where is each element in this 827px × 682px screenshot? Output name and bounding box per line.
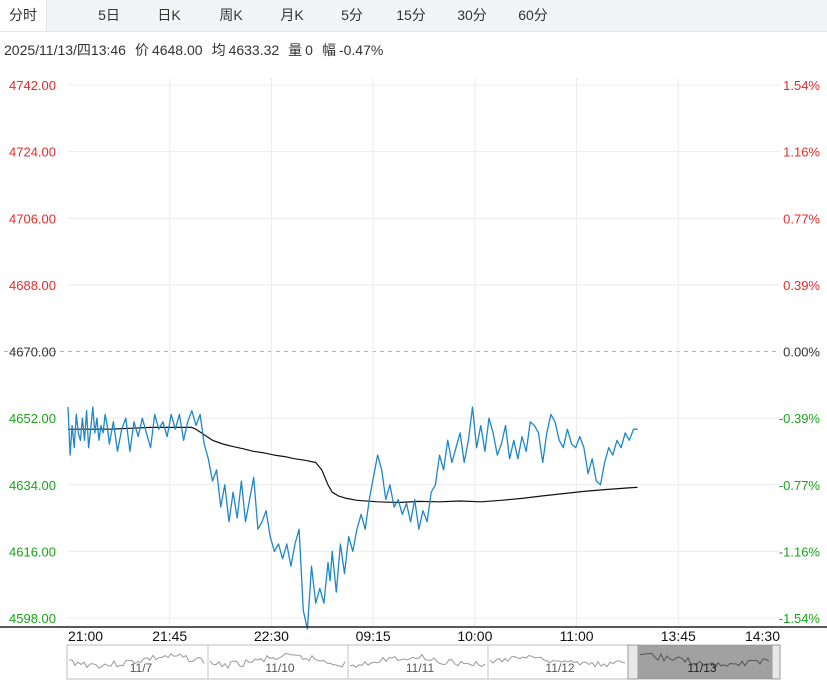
tab-intraday[interactable]: 分时: [0, 0, 47, 31]
x-tick-label: 14:30: [745, 628, 780, 644]
info-change: -0.47%: [338, 42, 384, 58]
tab-5day[interactable]: 5日: [98, 7, 120, 23]
info-price: 4648.00: [151, 42, 203, 58]
y-tick-label: 4634.00: [9, 478, 56, 493]
quote-info-bar: 2025/11/13/四13:46 价 4648.00 均 4633.32 量 0 幅 -0.4…: [4, 39, 386, 61]
info-change-label: 幅: [321, 42, 336, 58]
tab-15min[interactable]: 15分: [396, 7, 426, 23]
tab-monthly-k[interactable]: 月K: [280, 7, 304, 23]
navigator-trend-line: [489, 654, 626, 668]
x-tick-label: 09:15: [356, 628, 391, 644]
pct-tick-label: 1.54%: [783, 78, 820, 93]
navigator-trend-line: [639, 652, 770, 670]
y-tick-label: 4724.00: [9, 145, 56, 160]
pct-tick-label: -0.39%: [779, 411, 821, 426]
tab-60min[interactable]: 60分: [518, 7, 548, 23]
y-tick-label: 4652.00: [9, 411, 56, 426]
navigator-date-label: 11/7: [130, 661, 153, 675]
period-tab-bar: 分时 5日 日K 周K 月K 5分 15分 30分 60分: [0, 0, 827, 32]
pct-tick-label: 0.77%: [783, 211, 820, 226]
x-tick-label: 10:00: [457, 628, 492, 644]
y-tick-label: 4706.00: [9, 211, 56, 226]
info-datetime: 2025/11/13/四13:46: [4, 42, 126, 58]
navigator-date-label: 11/10: [265, 661, 294, 675]
price-line: [67, 406, 638, 630]
pct-tick-label: 1.16%: [783, 145, 820, 160]
info-volume-label: 量: [288, 42, 303, 58]
y-tick-label: 4598.00: [9, 611, 56, 626]
info-avg: 4633.32: [228, 42, 280, 58]
x-tick-label: 21:00: [68, 628, 103, 644]
pct-tick-label: -1.16%: [779, 544, 821, 559]
pct-tick-label: 0.39%: [783, 278, 820, 293]
x-tick-label: 11:00: [560, 628, 594, 644]
y-tick-label: 4616.00: [9, 544, 56, 559]
y-tick-label: 4670.00: [9, 345, 56, 360]
navigator-handle-left: [627, 644, 639, 680]
info-price-label: 价: [134, 42, 149, 58]
navigator-trend-line: [349, 653, 486, 668]
pct-tick-label: -0.77%: [779, 478, 821, 493]
navigator-date-label: 11/11: [406, 661, 435, 675]
y-tick-label: 4742.00: [9, 78, 56, 93]
x-tick-label: 22:30: [254, 628, 289, 644]
tab-daily-k[interactable]: 日K: [157, 7, 181, 23]
navigator-handle-right: [771, 644, 781, 680]
pct-tick-label: 0.00%: [783, 345, 820, 360]
tab-weekly-k[interactable]: 周K: [219, 7, 243, 23]
pct-tick-label: -1.54%: [779, 611, 821, 626]
x-tick-label: 13:45: [661, 628, 696, 644]
info-volume: 0: [305, 42, 313, 58]
y-tick-label: 4688.00: [9, 278, 56, 293]
tab-30min[interactable]: 30分: [457, 7, 487, 23]
navigator-trend-line: [209, 653, 346, 669]
tab-5min[interactable]: 5分: [341, 7, 363, 23]
navigator-date-label: 11/13: [687, 661, 716, 675]
navigator-trend-line: [68, 652, 205, 669]
x-tick-label: 21:45: [152, 628, 187, 644]
info-avg-label: 均: [211, 42, 226, 58]
navigator-date-label: 11/12: [545, 661, 574, 675]
avg-price-line: [68, 426, 638, 504]
navigator-selection[interactable]: [638, 645, 772, 679]
